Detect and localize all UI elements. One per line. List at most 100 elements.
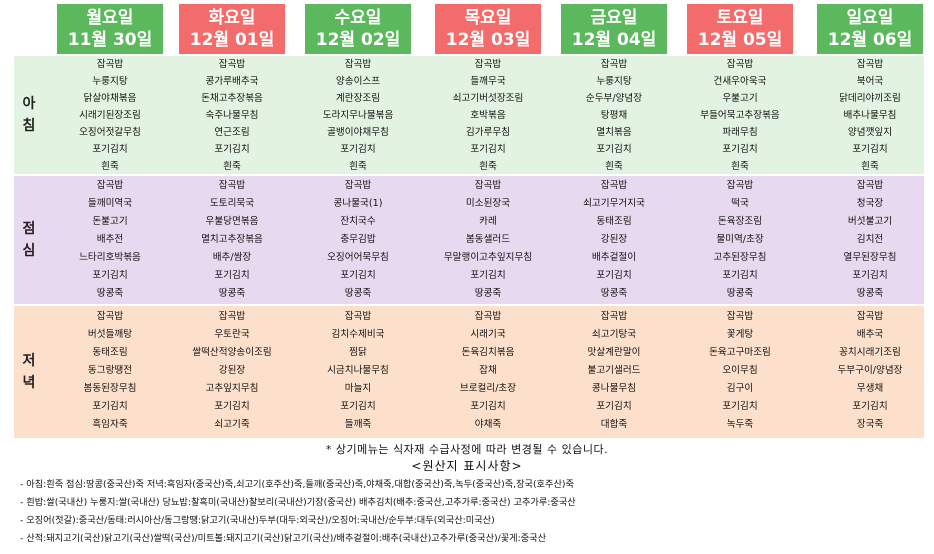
menu-item: 김치전: [856, 234, 884, 245]
menu-item: 포기김치: [340, 144, 376, 155]
day-date: 12월 04일: [571, 30, 657, 50]
menu-item: 시금치나물무침: [327, 365, 389, 376]
menu-item: 포기김치: [214, 270, 250, 281]
origin-line: - 오징어(젓갈):중국산/동태:러시아산/동그랑땡:닭고기(국내산)두부(대두…: [20, 515, 495, 526]
menu-item: 도토리묵국: [209, 198, 255, 209]
menu-item: 파래무침: [722, 127, 758, 138]
menu-item: 포기김치: [92, 144, 128, 155]
menu-item: 포기김치: [214, 401, 250, 412]
menu-item: 불고기샐러드: [587, 365, 641, 376]
day-name: 화요일: [208, 8, 256, 28]
menu-item: 돈육장조림: [717, 216, 763, 227]
day-header: 화요일 12월 01일: [179, 4, 285, 54]
menu-item: 건새우아욱국: [713, 76, 767, 87]
menu-item: 잡곡밥: [474, 311, 502, 322]
day-header: 토요일 12월 05일: [687, 4, 793, 54]
menu-item: 누룽지탕: [92, 76, 128, 87]
menu-item: 오징어어묵무침: [327, 252, 389, 263]
menu-item: 포기김치: [340, 401, 376, 412]
day-date: 12월 05일: [697, 30, 783, 50]
menu-item: 잡채: [479, 365, 497, 376]
menu-item: 찜닭: [349, 347, 367, 358]
menu-item: 포기김치: [340, 270, 376, 281]
menu-item: 포기김치: [852, 401, 888, 412]
menu-item: 녹두죽: [726, 419, 754, 430]
menu-item: 들깨무국: [470, 76, 506, 87]
origin-line: - 흰밥:쌀(국내산) 누룽지:쌀(국내산) 당뇨밥:찰흑미(국내산)찰보리(국…: [20, 497, 576, 508]
menu-item: 잡곡밥: [344, 59, 372, 70]
menu-item: 돈불고기: [92, 216, 128, 227]
breakfast-menu-column: 잡곡밥 콩가루배추국 돈채고추장볶음 숙주나물무침 연근조림 포기김치 흰죽: [167, 56, 297, 175]
menu-item: 잡곡밥: [218, 311, 246, 322]
breakfast-menu-column: 잡곡밥 북어국 닭데리야끼조림 배추나물무침 양념깻잎지 포기김치 흰죽: [805, 56, 934, 175]
lunch-label-char: 점: [22, 221, 36, 237]
menu-item: 잡곡밥: [600, 311, 628, 322]
menu-item: 버섯들깨탕: [87, 329, 133, 340]
menu-item: 버섯불고기: [847, 216, 893, 227]
menu-item: 땅콩죽: [600, 288, 628, 299]
lunch-menu-column: 잡곡밥 들깨미역국 돈불고기 배추전 느타리호박볶음 포기김치 땅콩죽: [45, 177, 175, 303]
breakfast-band: [14, 56, 924, 174]
day-header: 월요일 11월 30일: [57, 4, 163, 54]
menu-item: 잡곡밥: [344, 311, 372, 322]
menu-item: 쇠고기죽: [214, 419, 250, 430]
menu-item: 콩나물무침: [591, 383, 637, 394]
breakfast-menu-column: 잡곡밥 양송이스프 계란장조림 도라지무나물볶음 골뱅이야채무침 포기김치 흰죽: [293, 56, 423, 175]
menu-item: 잡곡밥: [474, 59, 502, 70]
menu-item: 돈육김치볶음: [461, 347, 515, 358]
menu-item: 땅콩죽: [218, 288, 246, 299]
menu-item: 양송이스프: [335, 76, 381, 87]
menu-item: 포기김치: [470, 401, 506, 412]
menu-item: 느타리호박볶음: [79, 252, 141, 263]
menu-item: 청국장: [856, 198, 884, 209]
day-header: 일요일 12월 06일: [817, 4, 923, 54]
menu-item: 포기김치: [214, 144, 250, 155]
menu-item: 쇠고기버섯장조림: [452, 93, 524, 104]
menu-item: 포기김치: [852, 270, 888, 281]
menu-item: 포기김치: [596, 401, 632, 412]
breakfast-menu-column: 잡곡밥 누룽지탕 순두부/양념장 탕평채 멸치볶음 포기김치 흰죽: [549, 56, 679, 175]
menu-item: 봄동샐러드: [465, 234, 511, 245]
menu-change-notice: * 상기메뉴는 식자재 수급사정에 따라 변경될 수 있습니다.: [325, 443, 609, 456]
menu-item: 땅콩죽: [856, 288, 884, 299]
day-date: 12월 02일: [315, 30, 401, 50]
origin-list: - 아침:흰죽 점심:땅콩(중국산)죽 저녁:흑임자(중국산)죽,쇠고기(호주산…: [20, 476, 925, 548]
menu-item: 들깨죽: [344, 419, 372, 430]
origin-title: <원산지 표시사항>: [411, 459, 523, 473]
lunch-label-char: 심: [22, 243, 36, 259]
menu-item: 포기김치: [722, 144, 758, 155]
breakfast-label: 아 침: [14, 56, 44, 174]
day-name: 목요일: [464, 8, 512, 28]
menu-item: 북어국: [856, 76, 884, 87]
menu-item: 강된장: [218, 365, 246, 376]
menu-item: 물미역/초장: [716, 234, 764, 245]
menu-item: 잔치국수: [340, 216, 376, 227]
menu-item: 잡곡밥: [856, 59, 884, 70]
menu-item: 포기김치: [722, 401, 758, 412]
menu-item: 잡곡밥: [218, 180, 246, 191]
origin-line: - 산적:돼지고기(국산)닭고기(국산)쌀떡(국산)/미트볼:돼지고기(국산)닭…: [20, 533, 547, 544]
lunch-label: 점 심: [14, 176, 44, 304]
menu-item: 야채죽: [474, 419, 502, 430]
menu-item: 흰죽: [349, 161, 367, 172]
menu-item: 땅콩죽: [344, 288, 372, 299]
breakfast-menu-column: 잡곡밥 건새우아욱국 우불고기 부들어묵고추장볶음 파래무침 포기김치 흰죽: [675, 56, 805, 175]
menu-item: 시래기국: [470, 329, 506, 340]
menu-item: 쇠고기무거지국: [583, 198, 645, 209]
menu-item: 흰죽: [605, 161, 623, 172]
menu-item: 잡곡밥: [856, 311, 884, 322]
menu-item: 돈채고추장볶음: [201, 93, 263, 104]
day-name: 수요일: [334, 8, 382, 28]
lunch-menu-column: 잡곡밥 미소된장국 카레 봄동샐러드 무말랭이고추잎지무침 포기김치 땅콩죽: [423, 177, 553, 303]
menu-item: 카레: [479, 216, 497, 227]
menu-item: 탕평채: [600, 110, 628, 121]
menu-item: 배추국: [856, 329, 884, 340]
day-name: 토요일: [716, 8, 764, 28]
menu-item: 돈육고구마조림: [709, 347, 771, 358]
menu-item: 포기김치: [722, 270, 758, 281]
menu-item: 콩가루배추국: [205, 76, 259, 87]
menu-item: 포기김치: [92, 401, 128, 412]
menu-item: 배추겉절이: [591, 252, 637, 263]
menu-item: 들깨미역국: [87, 198, 133, 209]
menu-item: 두부구이/양념장: [837, 365, 903, 376]
